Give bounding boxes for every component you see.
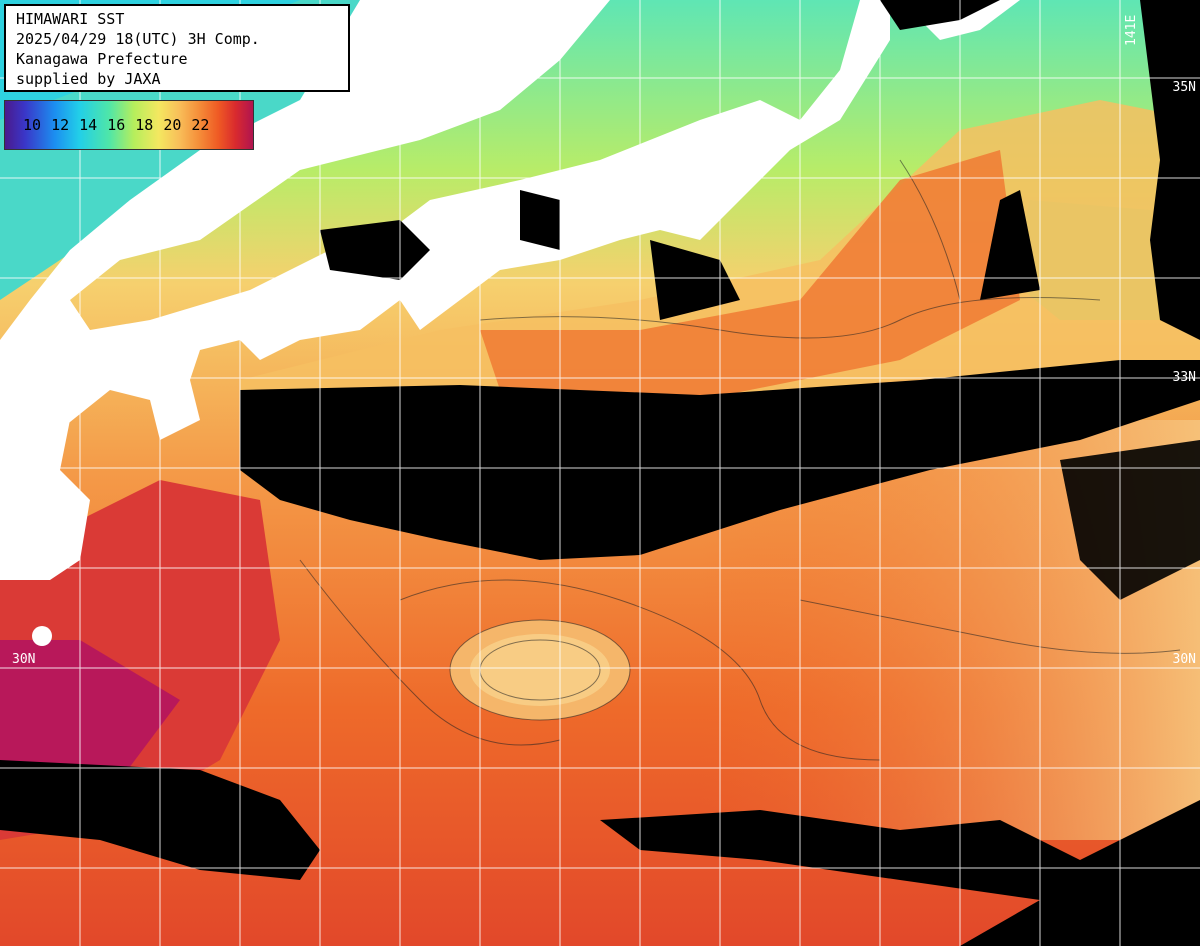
legend-labels: 10 12 14 16 18 20 22	[5, 116, 209, 134]
legend-tick-22: 22	[191, 116, 210, 134]
temperature-legend: 10 12 14 16 18 20 22	[4, 100, 254, 150]
legend-tick-14: 14	[79, 116, 98, 134]
kuroshio-current	[480, 150, 1020, 400]
cloud-mask-east	[1140, 0, 1200, 340]
lat-label-30n-left: 30N	[12, 652, 36, 667]
cloud-mask-south	[600, 800, 1200, 946]
lon-label-136e: 136E	[484, 4, 499, 36]
land-island	[32, 626, 52, 646]
land-honshu	[0, 0, 890, 440]
legend-tick-20: 20	[163, 116, 182, 134]
legend-tick-18: 18	[135, 116, 154, 134]
title-line-provider: Kanagawa Prefecture	[16, 50, 188, 68]
isotherm-contours	[299, 159, 1181, 761]
lat-label-30n-right: 30N	[1172, 652, 1196, 667]
title-line-datetime: 2025/04/29 18(UTC) 3H Comp.	[16, 30, 260, 48]
hottest-water	[0, 640, 180, 780]
land-kyushu	[0, 370, 90, 580]
lon-label-141e: 141E	[1124, 14, 1139, 46]
lat-label-33n-right: 33N	[1172, 370, 1196, 385]
lat-label-35n-right: 35N	[1172, 80, 1196, 95]
legend-tick-16: 16	[107, 116, 126, 134]
title-box: HIMAWARI SST 2025/04/29 18(UTC) 3H Comp.…	[4, 4, 350, 92]
title-line-product: HIMAWARI SST	[16, 10, 125, 28]
title-line-credit: supplied by JAXA	[16, 70, 161, 88]
legend-tick-12: 12	[51, 116, 70, 134]
legend-tick-10: 10	[23, 116, 42, 134]
